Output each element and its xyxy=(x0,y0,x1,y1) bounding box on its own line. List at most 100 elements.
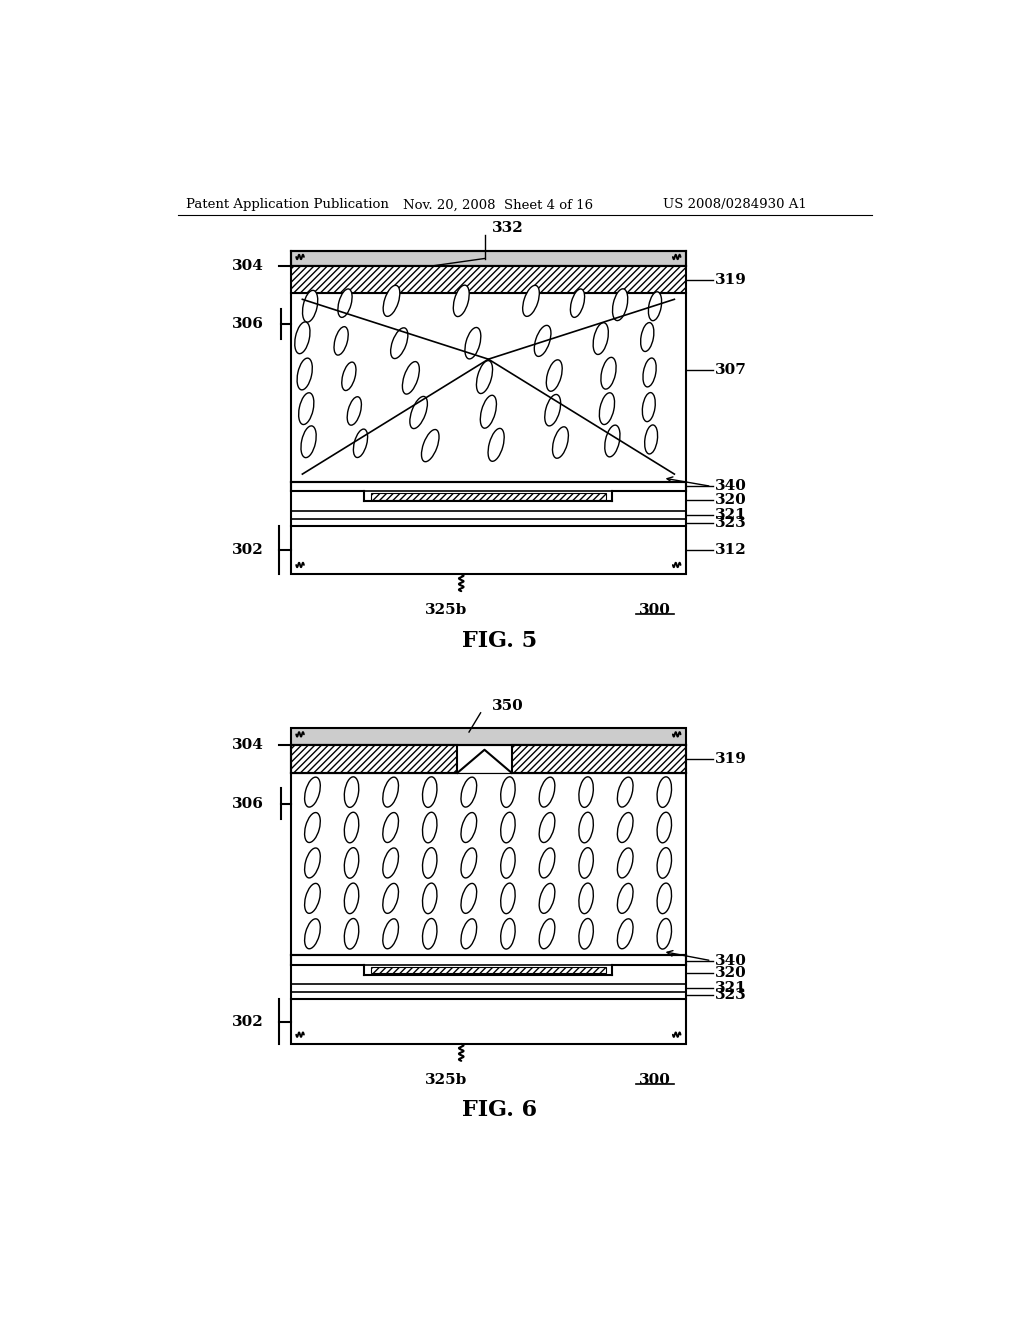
Ellipse shape xyxy=(295,322,310,354)
Ellipse shape xyxy=(579,883,593,913)
Ellipse shape xyxy=(599,393,614,425)
Text: 306: 306 xyxy=(231,317,263,331)
Ellipse shape xyxy=(422,429,439,462)
Ellipse shape xyxy=(302,290,317,322)
Text: 340: 340 xyxy=(715,479,746,494)
Ellipse shape xyxy=(304,777,321,807)
Text: 307: 307 xyxy=(715,363,746,378)
Ellipse shape xyxy=(657,847,672,878)
Ellipse shape xyxy=(540,919,555,949)
Polygon shape xyxy=(458,750,512,774)
Bar xyxy=(291,999,686,1044)
Ellipse shape xyxy=(553,426,568,458)
Ellipse shape xyxy=(540,813,555,842)
Ellipse shape xyxy=(390,327,408,359)
Text: 320: 320 xyxy=(715,966,746,979)
Ellipse shape xyxy=(657,812,672,842)
Text: 321: 321 xyxy=(715,981,746,995)
Ellipse shape xyxy=(301,426,316,458)
Ellipse shape xyxy=(423,919,437,949)
Ellipse shape xyxy=(540,883,555,913)
Ellipse shape xyxy=(476,360,493,393)
Ellipse shape xyxy=(617,847,633,878)
Ellipse shape xyxy=(299,393,314,425)
Ellipse shape xyxy=(617,919,633,949)
Ellipse shape xyxy=(641,322,654,351)
Ellipse shape xyxy=(353,429,368,458)
Ellipse shape xyxy=(657,777,672,808)
Ellipse shape xyxy=(593,322,608,355)
Ellipse shape xyxy=(501,919,515,949)
Text: 306: 306 xyxy=(231,797,263,810)
Text: US 2008/0284930 A1: US 2008/0284930 A1 xyxy=(663,198,807,211)
Ellipse shape xyxy=(383,847,398,878)
Bar xyxy=(291,267,686,293)
Ellipse shape xyxy=(344,777,358,808)
Ellipse shape xyxy=(423,847,437,878)
Ellipse shape xyxy=(643,358,656,387)
Ellipse shape xyxy=(501,777,515,808)
Text: 304: 304 xyxy=(231,259,263,273)
Text: Patent Application Publication: Patent Application Publication xyxy=(186,198,389,211)
Ellipse shape xyxy=(423,777,437,808)
Ellipse shape xyxy=(570,289,585,317)
Ellipse shape xyxy=(545,395,561,426)
Ellipse shape xyxy=(461,883,476,913)
Ellipse shape xyxy=(383,919,398,949)
Bar xyxy=(291,293,686,482)
Ellipse shape xyxy=(454,285,469,317)
Text: FIG. 6: FIG. 6 xyxy=(463,1100,538,1122)
Ellipse shape xyxy=(461,777,476,807)
Ellipse shape xyxy=(612,289,628,321)
Ellipse shape xyxy=(579,812,593,842)
Ellipse shape xyxy=(501,883,515,913)
Text: 302: 302 xyxy=(231,544,263,557)
Ellipse shape xyxy=(304,813,321,842)
Ellipse shape xyxy=(579,919,593,949)
Text: 312: 312 xyxy=(715,544,746,557)
Ellipse shape xyxy=(344,883,358,913)
Bar xyxy=(291,744,458,774)
Ellipse shape xyxy=(579,847,593,878)
Ellipse shape xyxy=(617,813,633,842)
Ellipse shape xyxy=(344,847,358,878)
Ellipse shape xyxy=(383,285,399,317)
Ellipse shape xyxy=(347,397,361,425)
Ellipse shape xyxy=(304,847,321,878)
Text: 304: 304 xyxy=(231,738,263,752)
Text: 325b: 325b xyxy=(425,603,467,618)
Ellipse shape xyxy=(645,425,657,454)
Ellipse shape xyxy=(540,847,555,878)
Ellipse shape xyxy=(344,812,358,842)
Ellipse shape xyxy=(488,429,504,461)
Bar xyxy=(291,774,686,956)
Ellipse shape xyxy=(423,883,437,913)
Bar xyxy=(291,251,686,267)
Ellipse shape xyxy=(579,777,593,808)
Ellipse shape xyxy=(461,813,476,842)
Text: 323: 323 xyxy=(715,516,746,529)
Bar xyxy=(512,744,686,774)
Ellipse shape xyxy=(601,358,616,389)
Ellipse shape xyxy=(501,812,515,842)
Ellipse shape xyxy=(617,883,633,913)
Text: 325b: 325b xyxy=(425,1073,467,1088)
Ellipse shape xyxy=(344,919,358,949)
Ellipse shape xyxy=(605,425,620,457)
Ellipse shape xyxy=(383,777,398,807)
Bar xyxy=(291,527,686,574)
Ellipse shape xyxy=(342,362,356,391)
Text: 332: 332 xyxy=(492,222,523,235)
Ellipse shape xyxy=(648,292,662,321)
Text: 302: 302 xyxy=(231,1015,263,1028)
Ellipse shape xyxy=(304,919,321,949)
Text: FIG. 5: FIG. 5 xyxy=(463,630,538,652)
Ellipse shape xyxy=(461,919,476,949)
Ellipse shape xyxy=(535,325,551,356)
Ellipse shape xyxy=(304,883,321,913)
Text: 323: 323 xyxy=(715,989,746,1002)
Ellipse shape xyxy=(461,847,476,878)
Ellipse shape xyxy=(338,289,352,317)
Ellipse shape xyxy=(540,777,555,807)
Ellipse shape xyxy=(383,813,398,842)
